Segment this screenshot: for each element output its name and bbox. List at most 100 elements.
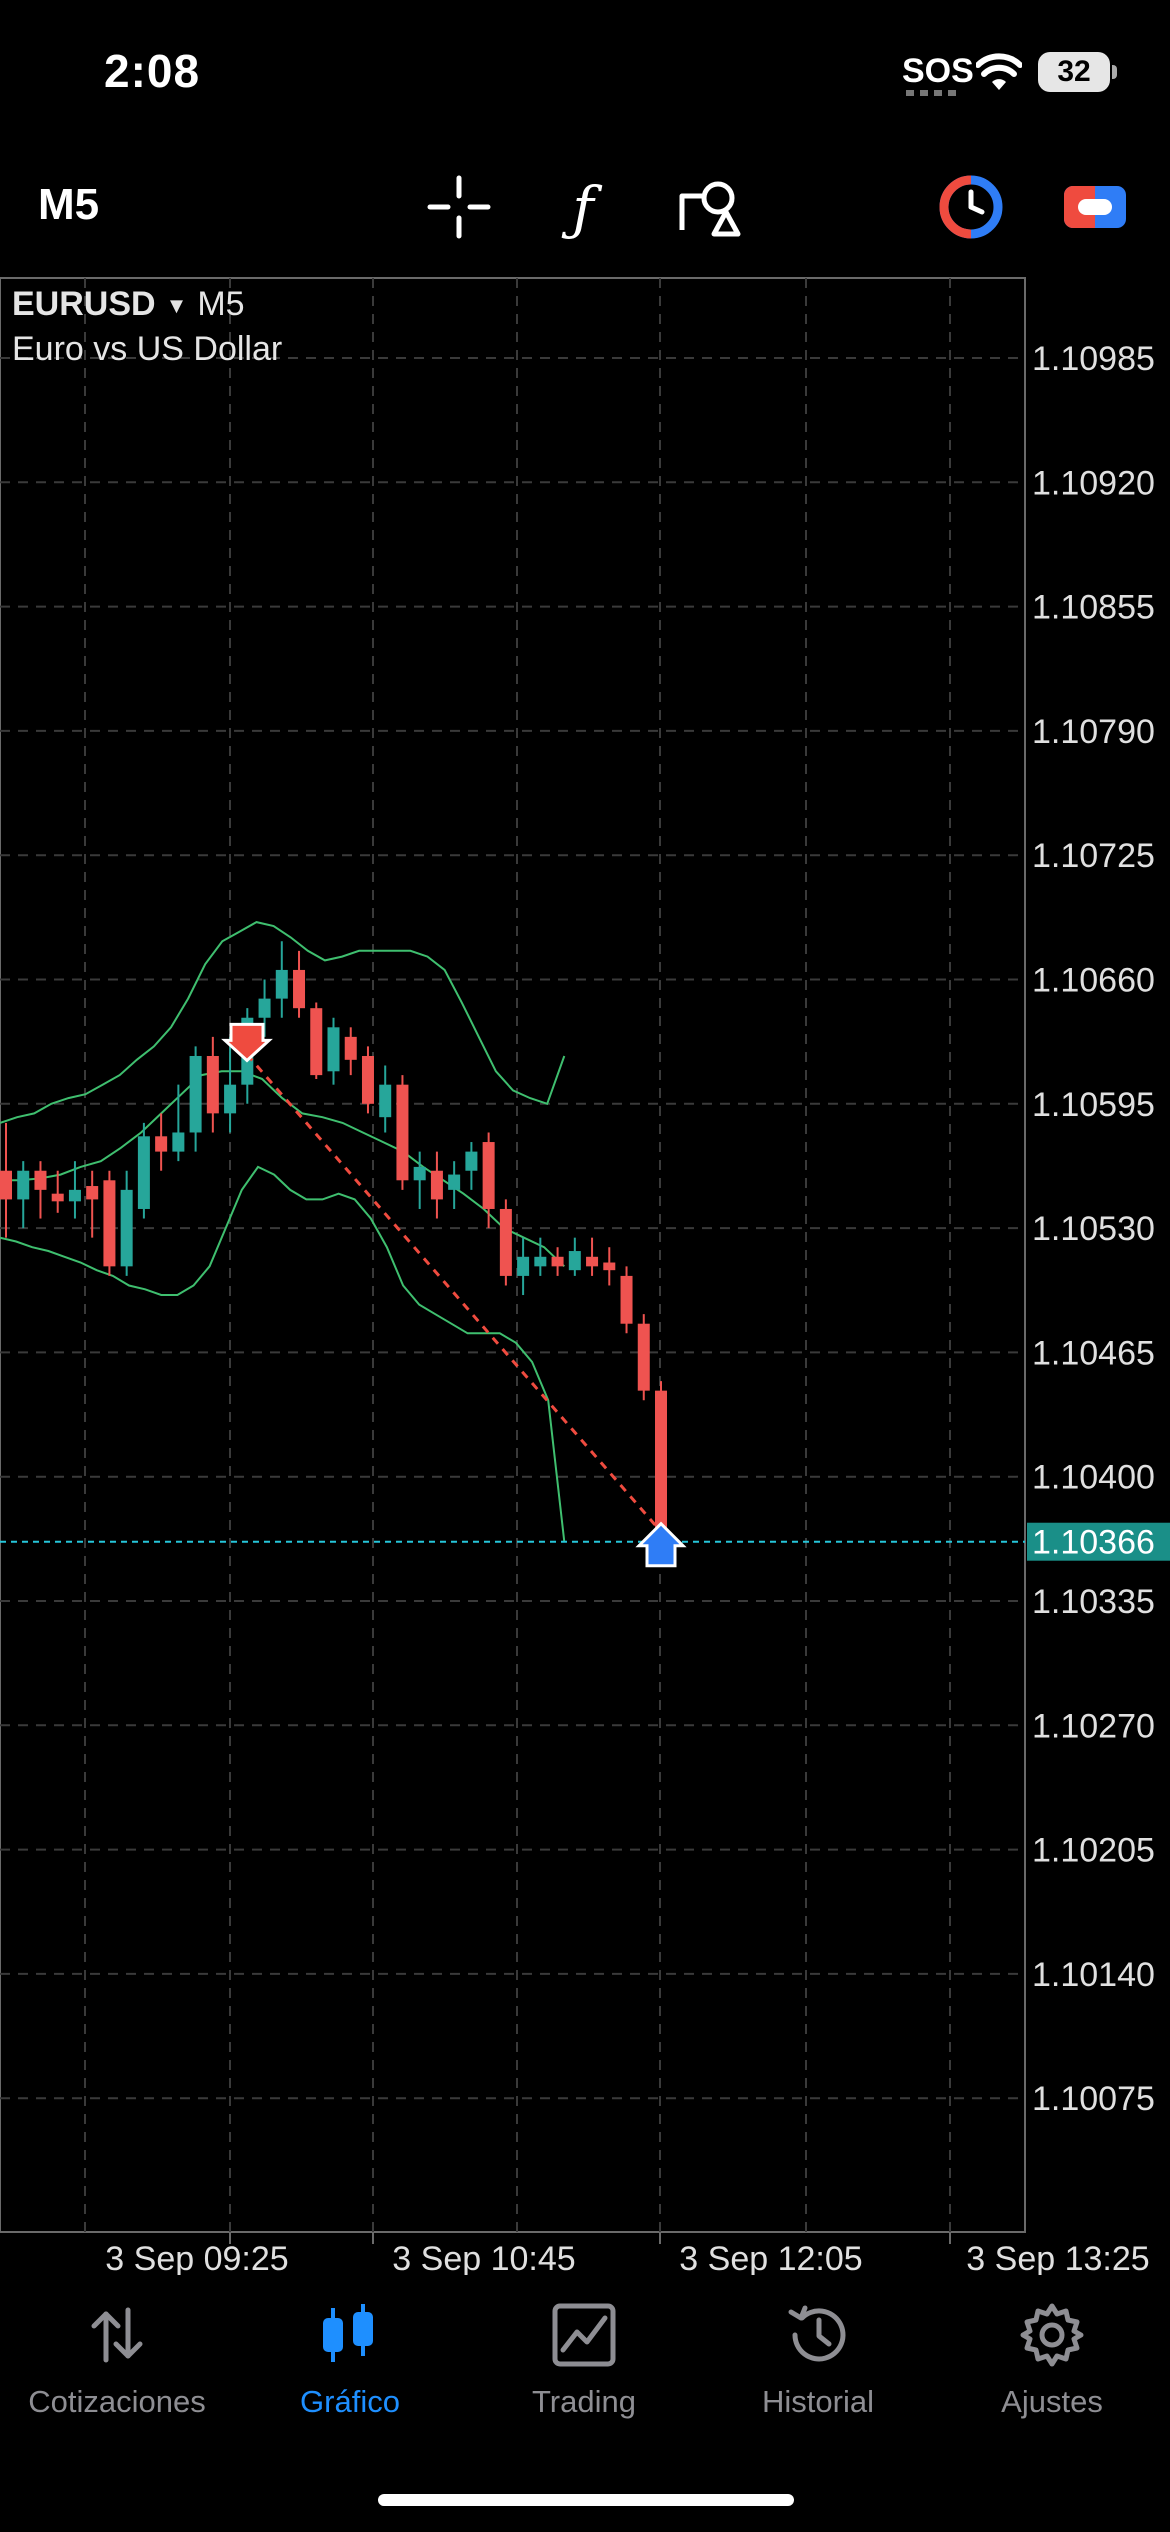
candle <box>327 1017 340 1085</box>
candle <box>189 1046 202 1152</box>
candle-body <box>310 1008 323 1076</box>
tab-ajustes[interactable]: Ajustes <box>937 2300 1167 2430</box>
candle-body <box>327 1027 340 1072</box>
price-tick-label: 1.10335 <box>1032 1583 1155 1621</box>
candle-body <box>34 1170 47 1190</box>
price-tick-label: 1.10205 <box>1032 1832 1155 1870</box>
candle-body <box>172 1132 185 1152</box>
candle <box>637 1314 650 1401</box>
history-clock-icon <box>788 2305 846 2362</box>
price-chart[interactable]: 1.10985 1.10920 1.10855 1.10790 1.10725 1.106… <box>0 275 1170 2275</box>
candle <box>34 1161 47 1219</box>
candle-body <box>551 1256 564 1267</box>
candle <box>155 1113 168 1171</box>
candle-body <box>293 969 306 1009</box>
timeframe-button[interactable]: M5 <box>38 180 100 229</box>
time-tick-label: 3 Sep 12:05 <box>679 2240 862 2275</box>
candle-body <box>86 1186 99 1200</box>
symbol-description: Euro vs US Dollar <box>12 330 283 368</box>
candle <box>534 1237 547 1276</box>
candle-body <box>534 1256 547 1267</box>
crosshair-icon[interactable] <box>424 172 494 242</box>
dropdown-arrow-icon: ▼ <box>165 293 188 319</box>
trading-chart-icon <box>552 2303 616 2367</box>
candle <box>396 1075 409 1190</box>
candle-body <box>517 1256 530 1276</box>
time-tick-label: 3 Sep 10:45 <box>392 2240 575 2275</box>
candle-body <box>189 1055 202 1133</box>
tab-grafico[interactable]: Gráfico <box>235 2300 465 2430</box>
candle <box>275 941 288 1018</box>
candle <box>430 1151 443 1219</box>
candle <box>51 1170 64 1213</box>
candle <box>655 1381 667 1542</box>
candle-body <box>344 1036 357 1060</box>
candle <box>86 1170 99 1238</box>
candle <box>517 1237 530 1296</box>
svg-text:ƒ: ƒ <box>561 174 603 242</box>
candle <box>361 1046 374 1114</box>
trade-connection-line <box>245 1053 663 1533</box>
price-tick-label: 1.10400 <box>1032 1459 1155 1497</box>
candle <box>17 1161 30 1229</box>
candle-body <box>51 1193 64 1202</box>
candle <box>465 1142 478 1190</box>
bollinger-lower-band <box>0 1165 566 1542</box>
price-tick-label: 1.10075 <box>1032 2080 1155 2118</box>
candle-body <box>568 1251 581 1271</box>
candle-body <box>68 1189 81 1202</box>
sell-arrow-icon <box>221 1022 273 1063</box>
arrows-up-down-icon <box>91 2307 143 2363</box>
tab-trading[interactable]: Trading <box>469 2300 699 2430</box>
candle <box>586 1237 599 1276</box>
chart-frame <box>0 277 1026 2233</box>
candle-body <box>155 1136 168 1152</box>
one-click-trading-icon[interactable] <box>936 172 1006 242</box>
candle <box>103 1170 116 1276</box>
home-indicator[interactable] <box>378 2494 794 2506</box>
tab-historial[interactable]: Historial <box>703 2300 933 2430</box>
price-tick-label: 1.10790 <box>1032 713 1155 751</box>
status-time: 2:08 <box>104 45 201 97</box>
function-icon[interactable]: ƒ <box>548 172 618 242</box>
price-tick-label: 1.10530 <box>1032 1210 1155 1248</box>
candle <box>551 1247 564 1276</box>
candle <box>137 1122 150 1219</box>
symbol-selector[interactable]: EURUSD ▼ M5 <box>12 285 245 324</box>
price-tick-label: 1.10985 <box>1032 340 1155 378</box>
candle <box>120 1170 133 1276</box>
chart-area[interactable]: 1.10985 1.10920 1.10855 1.10790 1.10725 1.106… <box>0 275 1170 2275</box>
objects-icon[interactable] <box>674 172 744 242</box>
trade-icon[interactable] <box>1060 172 1130 242</box>
candle <box>620 1266 633 1334</box>
current-price-badge <box>1027 1522 1170 1561</box>
price-tick-label: 1.10465 <box>1032 1334 1155 1372</box>
price-tick-label: 1.10855 <box>1032 589 1155 627</box>
candle-body <box>620 1275 633 1324</box>
tab-cotizaciones[interactable]: Cotizaciones <box>2 2300 232 2430</box>
tab-label: Gráfico <box>300 2384 400 2419</box>
candle <box>603 1247 616 1286</box>
candle <box>310 1002 323 1079</box>
buy-arrow-icon <box>635 1521 687 1568</box>
price-tick-label: 1.10920 <box>1032 464 1155 502</box>
candle-body <box>379 1084 392 1118</box>
candle-body <box>137 1136 150 1209</box>
candle <box>568 1237 581 1276</box>
candle <box>206 1036 219 1133</box>
candle-body <box>206 1055 219 1114</box>
time-tick-label: 3 Sep 13:25 <box>966 2240 1149 2275</box>
bollinger-upper-band <box>0 921 566 1124</box>
tab-label: Historial <box>762 2384 874 2419</box>
candle-body <box>396 1084 409 1181</box>
candle <box>413 1151 426 1209</box>
candle-body <box>637 1323 650 1391</box>
candle-body <box>586 1256 599 1267</box>
price-tick-label: 1.10270 <box>1032 1707 1155 1745</box>
time-tick-label: 3 Sep 09:25 <box>105 2240 288 2275</box>
candle <box>172 1084 185 1162</box>
wifi-icon <box>976 53 1022 90</box>
price-tick-label: 1.10660 <box>1032 962 1155 1000</box>
candle <box>258 979 271 1037</box>
candle-body <box>0 1170 12 1200</box>
